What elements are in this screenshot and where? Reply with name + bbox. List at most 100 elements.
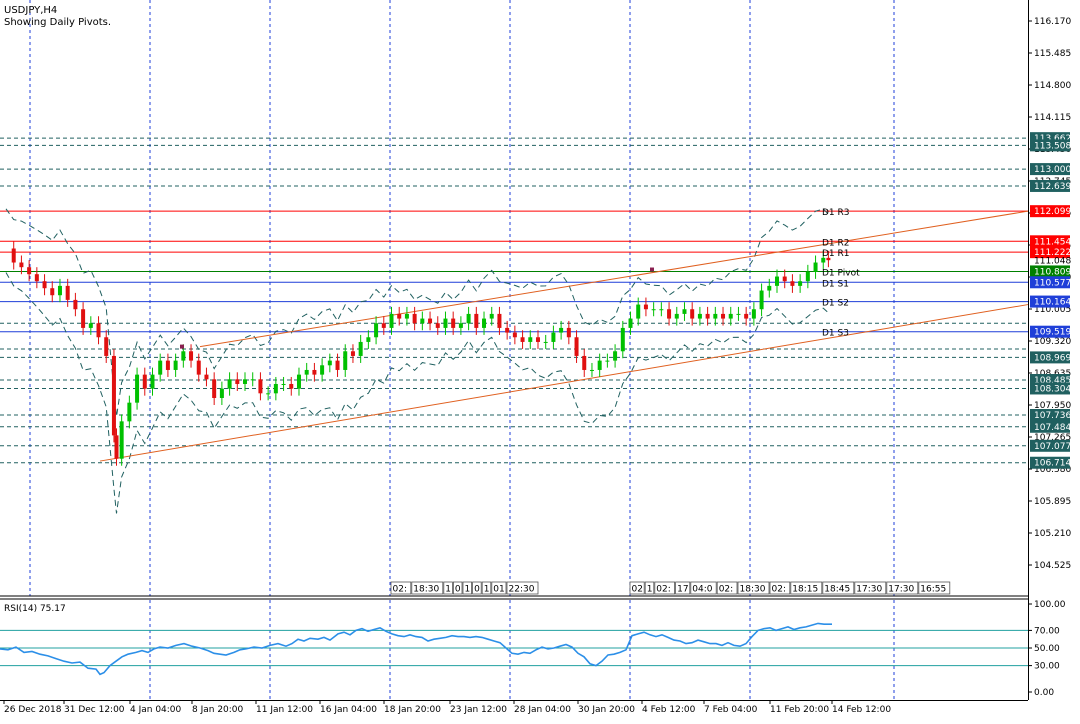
candle-body [235,379,240,384]
candle-body [227,379,232,389]
tooltip-label: 04:0 [692,585,712,595]
candle-body [775,276,779,286]
rsi-line [0,622,832,676]
tooltip-label: 02: [772,585,786,595]
candle-body [212,379,217,398]
price-tag-label: 113.662 [1034,134,1071,144]
axis-tick-label: 107.265 [1034,433,1071,443]
axis-tick-label: 107.950 [1034,401,1071,411]
tooltip-label: 02: [656,585,670,595]
price-tag-label: 112.099 [1034,207,1071,217]
rsi-tick-label: 70.00 [1034,626,1060,636]
tooltip-box [506,581,539,595]
candle-body [451,318,456,328]
rsi-tick-label: 100.00 [1034,600,1066,610]
candle-body [474,313,479,328]
candle-body [204,374,209,380]
tooltip-box [443,581,453,595]
candle-body [497,313,502,328]
axis-tick-label: 114.800 [1034,81,1071,91]
envelope-upper [5,208,829,417]
candle-body [597,360,602,370]
candle-body [620,327,625,352]
price-tag-box [1030,205,1070,218]
candle-body [142,374,147,389]
candle-body [173,360,178,370]
rsi-tick-label: 50.00 [1034,644,1060,654]
candle-body [659,309,664,311]
tooltip-box [629,581,645,595]
candle-body [744,313,749,319]
tooltip-label: 18:30 [740,585,766,595]
candle-body [512,332,517,338]
price-tag-label: 113.508 [1034,141,1071,151]
candle-body [358,341,363,356]
chart-subtitle: Showing Daily Pivots. [4,17,111,28]
price-tag-label: 107.484 [1034,423,1071,433]
candle-body [397,313,402,319]
time-tick-label: 11 Feb 20:00 [770,705,829,715]
price-tag-label: 108.485 [1034,376,1071,386]
price-tag-label: 110.164 [1034,298,1071,308]
candle-body [713,313,718,319]
candle-body [327,360,332,366]
price-tag-label: 110.577 [1034,278,1071,288]
axis-tick-label: 115.485 [1034,49,1071,59]
candle-body [520,337,525,342]
chart-symbol-title: USDJPY,H4 [4,5,57,16]
channel-lines [99,210,1029,462]
price-tag-label: 108.969 [1034,353,1071,363]
candle-body [119,421,124,459]
candle-body [312,369,317,375]
tooltip-box [654,581,675,595]
candle-body [181,351,186,361]
candle-body [574,337,579,356]
tooltip-box [822,581,855,595]
time-tick-label: 28 Jan 04:00 [514,705,571,715]
price-tag-box [1030,295,1070,308]
tooltip-box [769,581,791,595]
candle-body [697,313,702,319]
price-tag-box [1030,235,1070,248]
candle-body [782,276,787,282]
candle-body [821,257,826,263]
horizontal-levels [0,137,1028,464]
candle-body [628,318,633,328]
candle-body [759,290,764,310]
tooltip-box [918,581,951,595]
candle-body [443,318,448,328]
axis-tick-label: 105.895 [1034,497,1071,507]
candle-body [96,323,101,338]
candle-body [296,374,301,389]
pivot-label: D1 S1 [822,279,849,289]
price-tag-box [1030,439,1070,452]
candle-body [682,309,687,314]
candle-body [798,281,803,286]
tooltip-box [675,581,691,595]
price-tag-box [1030,382,1070,395]
time-tick-label: 26 Dec 2018 [4,705,62,715]
grid [29,0,895,700]
candle-body [219,388,224,398]
candle-body [667,309,672,319]
time-tick-label: 14 Feb 12:00 [832,705,891,715]
time-tick-label: 7 Feb 04:00 [704,705,758,715]
candle-body [651,309,656,311]
candle-body [304,369,309,375]
rsi-tick-label: 30.00 [1034,662,1060,672]
price-tag-box [1030,246,1070,259]
pivot-label: D1 R1 [822,249,850,259]
candle-body [404,313,409,319]
pivot-label: D1 R3 [822,208,850,218]
price-tag-box [1030,408,1070,421]
rsi-panel[interactable]: 100.00 70.00 50.00 30.00 0.00 [0,600,1066,698]
tooltip-box [481,581,492,595]
time-axis: 26 Dec 2018 31 Dec 12:00 4 Jan 04:00 8 Jan … [3,700,891,715]
channel-line [199,210,1029,348]
candle-body [42,281,47,289]
candle-body [111,355,116,436]
pivot-label: D1 R2 [822,238,850,248]
candle-body [805,271,810,282]
tooltip-label: 1 [465,585,471,595]
